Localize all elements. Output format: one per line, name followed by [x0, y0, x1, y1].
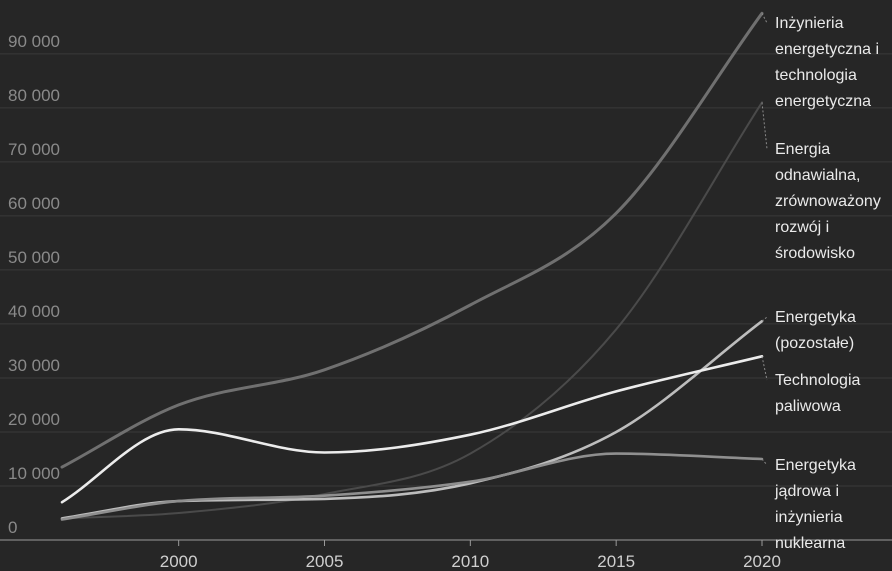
series-connector-2	[761, 102, 768, 150]
x-tick-label: 2000	[160, 552, 198, 571]
series-label-line: Technologia	[775, 372, 861, 389]
series-label-3: Energetyka (pozostałe)	[775, 309, 856, 352]
series-line-4	[60, 355, 764, 504]
series-line-2	[61, 101, 763, 520]
series-label-line: zrównoważony	[775, 193, 881, 210]
y-tick-label: 0	[8, 518, 17, 537]
series-label-line: Inżynieria	[775, 15, 844, 32]
series-label-line: paliwowa	[775, 398, 841, 415]
series-label-4: Technologia paliwowa	[775, 372, 861, 415]
series-label-line: rozwój i	[775, 219, 829, 236]
series-label-line: (pozostałe)	[775, 335, 854, 352]
series-label-line: środowisko	[775, 245, 855, 262]
series-line-5	[60, 452, 764, 521]
series-label-line: Energetyka	[775, 457, 856, 474]
series-label-line: inżynieria	[775, 509, 843, 526]
series-label-line: Energetyka	[775, 309, 856, 326]
x-tick-label: 2020	[743, 552, 781, 571]
series-connector-5	[761, 458, 768, 466]
series-label-line: energetyczna i	[775, 41, 879, 58]
series-label-line: Energia	[775, 141, 830, 158]
series-label-line: odnawialna,	[775, 167, 860, 184]
series-connector-4	[761, 356, 768, 381]
y-tick-label: 30 000	[8, 356, 60, 375]
series-line-1	[60, 11, 764, 469]
series-label-line: jądrowa i	[774, 483, 839, 500]
y-tick-label: 60 000	[8, 194, 60, 213]
series-connector-1	[761, 13, 768, 24]
series-label-line: technologia	[775, 67, 857, 84]
label-layer: Inżynieria energetyczna i technologia energ…	[761, 13, 881, 552]
y-tick-label: 40 000	[8, 302, 60, 321]
y-tick-label: 80 000	[8, 86, 60, 105]
grid-layer	[0, 53, 892, 487]
series-label-5: Energetyka jądrowa i inżynieria nuklearna	[774, 457, 856, 552]
axis-layer: 0 10 000 20 000 30 000 40 000 50 000 60 000 70 …	[0, 32, 892, 571]
y-tick-label: 50 000	[8, 248, 60, 267]
x-tick-label: 2005	[306, 552, 344, 571]
series-connector-3	[761, 316, 768, 322]
x-tick-label: 2010	[451, 552, 489, 571]
series-layer	[60, 11, 764, 521]
series-label-line: energetyczna	[775, 93, 871, 110]
y-tick-label: 70 000	[8, 140, 60, 159]
series-label-line: nuklearna	[775, 535, 845, 552]
series-label-2: Energia odnawialna, zrównoważony rozwój i śr…	[775, 141, 881, 262]
y-tick-label: 90 000	[8, 32, 60, 51]
y-tick-label: 10 000	[8, 464, 60, 483]
x-tick-label: 2015	[597, 552, 635, 571]
series-label-1: Inżynieria energetyczna i technologia energ…	[775, 15, 879, 110]
y-tick-label: 20 000	[8, 410, 60, 429]
